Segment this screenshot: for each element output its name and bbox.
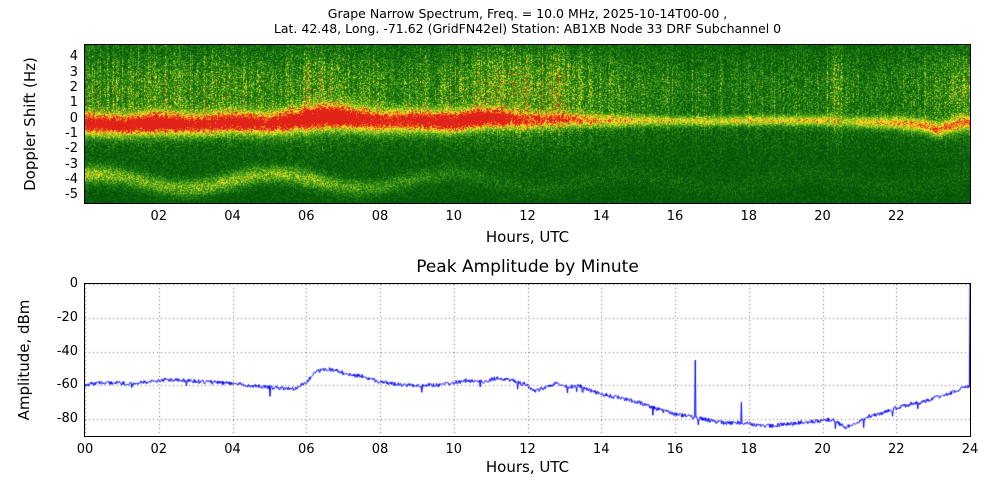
amplitude-x-ticklabel: 04 (224, 442, 241, 457)
spectrogram-x-ticklabel: 02 (150, 209, 168, 224)
spectrogram-y-ticklabel: 0 (69, 110, 78, 126)
spectrogram-y-ticklabel: -4 (65, 171, 78, 187)
amplitude-x-ticklabel: 20 (814, 442, 831, 457)
amplitude-y-ticklabel: -80 (56, 411, 78, 427)
spectrogram-x-ticklabel: 10 (445, 209, 463, 224)
spectrogram-x-ticklabel: 12 (519, 209, 536, 224)
amplitude-title: Peak Amplitude by Minute (416, 257, 639, 277)
spectrogram-x-ticklabel: 22 (887, 209, 905, 224)
spectrogram-x-ticklabel: 16 (666, 209, 684, 224)
spectrogram-y-ticklabel: -1 (65, 125, 78, 141)
amplitude-xlabel: Hours, UTC (485, 458, 570, 476)
amplitude-ticks: 00 02 04 06 08 10 12 14 16 18 20 22 24 0 -20 -40 -60 -80 (0, 54, 1000, 457)
spectrogram-y-ticklabel: 4 (69, 49, 78, 65)
spectrogram-image (85, 45, 970, 203)
spectrogram-x-ticklabel: 04 (224, 209, 241, 224)
spectrogram-x-ticklabel: 20 (814, 209, 831, 224)
spectrogram-x-ticklabel: 06 (297, 209, 315, 224)
amplitude-x-ticklabel: 06 (297, 442, 315, 457)
amplitude-x-ticklabel: 10 (445, 442, 463, 457)
spectrogram-xlabel: Hours, UTC (485, 228, 570, 246)
spectrogram-x-ticklabel: 14 (592, 209, 610, 224)
spectrogram-ticks: 02 04 06 08 10 12 14 16 18 20 22 4 3 2 1 0 -1 -2 -3 -4 -5 (0, 0, 1000, 224)
spectrogram-y-ticklabel: -5 (65, 187, 78, 203)
spectrogram-title-line1: Grape Narrow Spectrum, Freq. = 10.0 MHz,… (327, 6, 728, 21)
spectrogram-x-ticklabel: 18 (740, 209, 758, 224)
amplitude-y-ticklabel: 0 (69, 276, 78, 291)
spectrogram-y-ticklabel: -3 (65, 156, 78, 172)
amplitude-x-ticklabel: 24 (961, 442, 979, 457)
spectrogram-y-ticklabel: 2 (69, 79, 78, 95)
amplitude-ylabel: Amplitude, dBm (15, 299, 33, 421)
amplitude-y-ticklabel: -40 (56, 343, 78, 359)
amplitude-y-ticklabel: -60 (56, 377, 78, 393)
spectrogram-y-ticklabel: 1 (69, 95, 78, 111)
spectrogram-x-ticklabel: 08 (371, 209, 389, 224)
amplitude-x-ticklabel: 18 (740, 442, 758, 457)
amplitude-y-ticklabel: -20 (56, 309, 78, 325)
amplitude-x-ticklabel: 02 (150, 442, 168, 457)
spectrogram-axes (84, 44, 971, 204)
spectrogram-title-line2: Lat. 42.48, Long. -71.62 (GridFN42el) St… (273, 21, 782, 36)
amplitude-x-ticklabel: 16 (666, 442, 684, 457)
amplitude-x-ticklabel: 08 (371, 442, 389, 457)
spectrogram-ylabel: Doppler Shift (Hz) (21, 57, 39, 191)
amplitude-x-ticklabel: 22 (887, 442, 905, 457)
amplitude-y-tick (0, 110, 4, 111)
spectrogram-y-ticklabel: 3 (69, 64, 78, 80)
amplitude-axes (84, 283, 971, 437)
spectrogram-y-ticklabel: -2 (65, 141, 78, 157)
amplitude-x-ticklabel: 12 (519, 442, 536, 457)
amplitude-x-ticklabel: 14 (592, 442, 610, 457)
amplitude-x-ticklabel: 00 (76, 442, 94, 457)
amplitude-plot (85, 284, 970, 436)
